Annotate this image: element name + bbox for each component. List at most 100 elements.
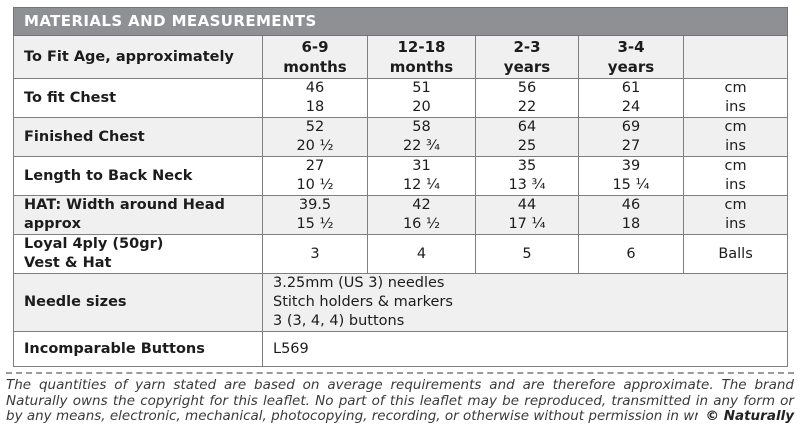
value-cell: 31 12 ¼ [367,156,476,196]
value-cell: 51 20 [367,78,476,118]
value-ins: 22 [517,99,537,115]
row-label-line1: Loyal 4ply (50gr) [24,236,164,252]
table-row-finished-chest: Finished Chest 52 20 ½ 58 22 ¾ 64 25 69 … [13,117,789,157]
value-ins: 22 ¾ [402,138,441,154]
value-cell: 6 [578,234,684,274]
table-row-age: To Fit Age, approximately 6-9 months 12-… [13,35,789,79]
copyright-footer: The quantities of yarn stated are based … [6,372,794,425]
value-cell: 46 18 [262,78,368,118]
value-cm: 46 [621,197,641,213]
table-row-buttons: Incomparable Buttons L569 [13,331,789,367]
value-ins: 18 [305,99,325,115]
unit-cell: Balls [682,234,789,274]
table-row-needle-sizes: Needle sizes 3.25mm (US 3) needles Stitc… [13,273,789,332]
table-title: MATERIALS AND MEASUREMENTS [12,7,789,36]
row-label-line2: Vest & Hat [24,255,112,271]
value-cm: 31 [412,158,431,174]
table-row-to-fit-chest: To fit Chest 46 18 51 20 56 22 61 24 cm … [13,78,789,118]
brand-copyright: © Naturally [697,408,794,425]
row-label: Loyal 4ply (50gr) Vest & Hat [13,234,263,274]
unit-cm: cm [724,80,747,96]
needle-line-1: 3.25mm (US 3) needles [273,275,445,291]
age-col-2-line1: 12-18 [397,38,446,56]
value-cell: 58 22 ¾ [367,117,476,157]
row-label-line1: HAT: Width around Head [24,197,225,213]
value-cell: 39 15 ¼ [578,156,684,196]
row-label: Needle sizes [13,273,263,332]
unit-ins: ins [725,99,746,115]
age-col-2-line2: months [389,58,454,76]
age-col-1-line1: 6-9 [301,38,329,56]
needle-sizes-cell: 3.25mm (US 3) needles Stitch holders & m… [261,273,789,332]
value-cell: 46 18 [578,195,684,235]
value-cell: 42 16 ½ [367,195,476,235]
row-label: Finished Chest [13,117,263,157]
value-ins: 17 ¼ [508,216,546,232]
value-ins: 25 [517,138,537,154]
unit-cm: cm [724,158,747,174]
value-cm: 58 [412,119,431,135]
age-col-1-line2: months [283,58,347,76]
value-cm: 52 [305,119,325,135]
age-col-3-line1: 2-3 [513,38,541,56]
unit-ins: ins [725,177,746,193]
value-ins: 15 ¼ [612,177,650,193]
value-cm: 44 [517,197,537,213]
value-cm: 39.5 [298,197,332,213]
value-cm: 42 [412,197,431,213]
copyright-text: The quantities of yarn stated are based … [6,377,794,424]
unit-cell: cm ins [682,117,789,157]
value-ins: 20 ½ [296,138,334,154]
needle-line-3: 3 (3, 4, 4) buttons [273,313,405,329]
age-col-3-line2: years [503,58,551,76]
age-col-4: 3-4 years [578,35,684,79]
unit-cm: cm [724,119,747,135]
age-unit-cell [682,35,789,79]
value-ins: 20 [412,99,431,115]
value-cell: 44 17 ¼ [475,195,579,235]
unit-ins: ins [725,138,746,154]
row-label-age: To Fit Age, approximately [13,35,263,79]
buttons-code-cell: L569 [261,331,789,367]
value-cm: 51 [412,80,431,96]
age-col-4-line1: 3-4 [617,38,645,56]
row-label: To fit Chest [13,78,263,118]
value-cell: 52 20 ½ [262,117,368,157]
age-col-4-line2: years [607,58,655,76]
row-label: Length to Back Neck [13,156,263,196]
value-ins: 27 [621,138,641,154]
value-cell: 3 [262,234,368,274]
value-cm: 27 [305,158,325,174]
value-ins: 10 ½ [296,177,334,193]
value-ins: 13 ¾ [508,177,546,193]
unit-cm: cm [724,197,747,213]
value-cm: 56 [517,80,537,96]
value-cell: 27 10 ½ [262,156,368,196]
value-ins: 24 [621,99,641,115]
value-ins: 15 ½ [296,216,334,232]
copyright-paragraph: The quantities of yarn stated are based … [6,377,794,425]
value-cm: 69 [621,119,641,135]
value-cell: 39.5 15 ½ [262,195,368,235]
row-label: Incomparable Buttons [13,331,263,367]
value-cm: 64 [517,119,537,135]
unit-cell: cm ins [682,78,789,118]
unit-ins: ins [725,216,746,232]
unit-cell: cm ins [682,156,789,196]
table-row-yarn-quantity: Loyal 4ply (50gr) Vest & Hat 3 4 5 6 Bal… [13,234,789,274]
age-col-1: 6-9 months [262,35,368,79]
value-ins: 18 [621,216,641,232]
value-cell: 64 25 [475,117,579,157]
value-cm: 39 [621,158,641,174]
value-cm: 46 [305,80,325,96]
row-label: HAT: Width around Head approx [13,195,263,235]
needle-line-2: Stitch holders & markers [273,294,453,310]
table-title-row: MATERIALS AND MEASUREMENTS [12,7,789,36]
unit-cell: cm ins [682,195,789,235]
value-ins: 16 ½ [402,216,441,232]
value-cell: 61 24 [578,78,684,118]
value-cell: 35 13 ¾ [475,156,579,196]
value-cell: 56 22 [475,78,579,118]
materials-measurements-table: MATERIALS AND MEASUREMENTS To Fit Age, a… [12,7,789,367]
